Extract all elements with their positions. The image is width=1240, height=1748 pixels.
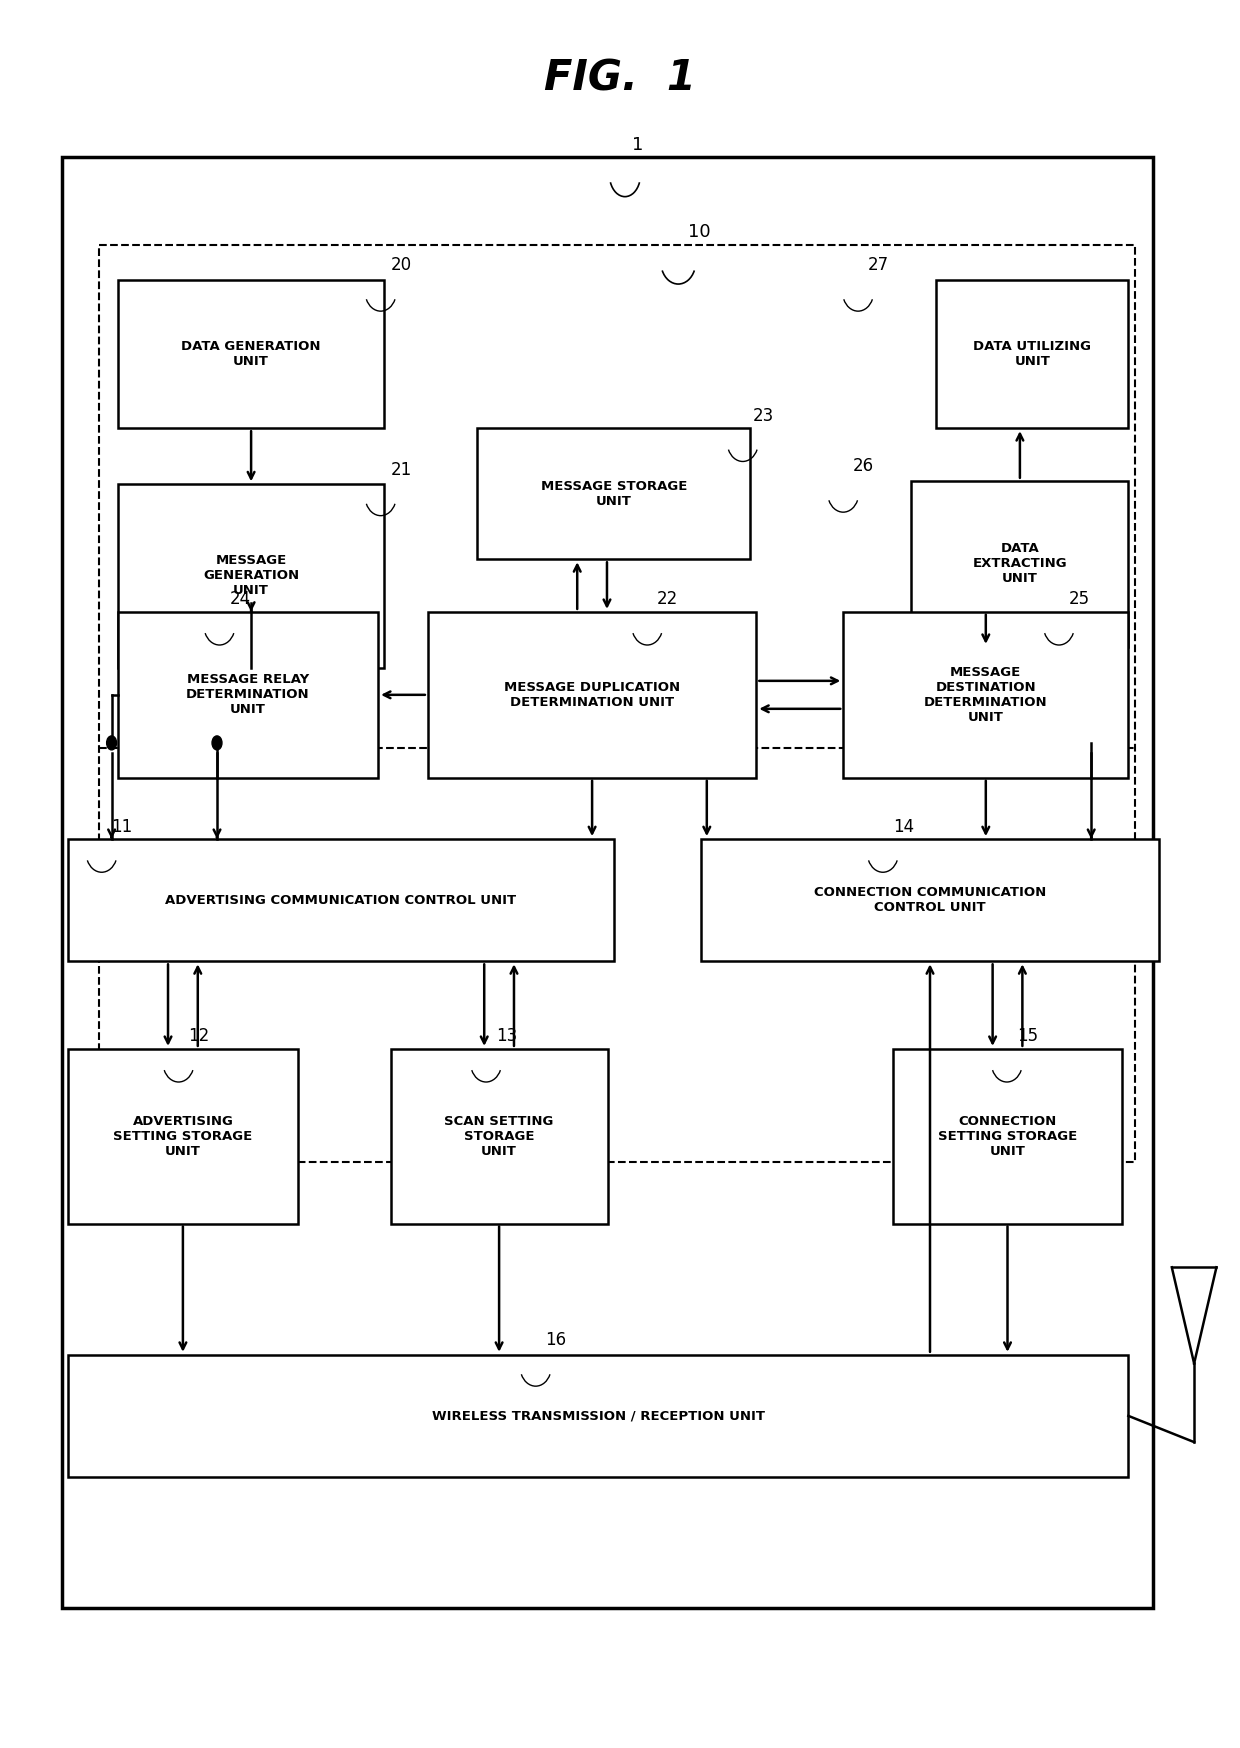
Text: 23: 23 xyxy=(753,407,774,425)
Text: 12: 12 xyxy=(188,1028,210,1045)
Text: MESSAGE RELAY
DETERMINATION
UNIT: MESSAGE RELAY DETERMINATION UNIT xyxy=(186,673,310,717)
Text: DATA
EXTRACTING
UNIT: DATA EXTRACTING UNIT xyxy=(972,542,1068,586)
Text: MESSAGE DUPLICATION
DETERMINATION UNIT: MESSAGE DUPLICATION DETERMINATION UNIT xyxy=(503,680,681,710)
Text: 21: 21 xyxy=(391,461,412,479)
Bar xyxy=(62,157,1153,1608)
Text: DATA GENERATION
UNIT: DATA GENERATION UNIT xyxy=(181,339,321,369)
Text: 16: 16 xyxy=(546,1332,567,1349)
Bar xyxy=(701,839,1159,961)
Text: 27: 27 xyxy=(868,257,889,274)
Bar xyxy=(99,245,1135,1162)
Text: 1: 1 xyxy=(632,136,644,154)
Text: MESSAGE
GENERATION
UNIT: MESSAGE GENERATION UNIT xyxy=(203,554,299,598)
Text: SCAN SETTING
STORAGE
UNIT: SCAN SETTING STORAGE UNIT xyxy=(444,1115,554,1157)
Text: 24: 24 xyxy=(229,591,250,608)
Bar xyxy=(118,484,384,668)
Bar xyxy=(68,1049,298,1224)
Text: 25: 25 xyxy=(1069,591,1090,608)
Text: WIRELESS TRANSMISSION / RECEPTION UNIT: WIRELESS TRANSMISSION / RECEPTION UNIT xyxy=(432,1409,765,1423)
Text: DATA UTILIZING
UNIT: DATA UTILIZING UNIT xyxy=(973,339,1091,369)
Bar xyxy=(68,1355,1128,1477)
Text: 20: 20 xyxy=(391,257,412,274)
Bar xyxy=(911,481,1128,647)
Circle shape xyxy=(212,736,222,750)
Text: ADVERTISING
SETTING STORAGE
UNIT: ADVERTISING SETTING STORAGE UNIT xyxy=(113,1115,253,1157)
Text: ADVERTISING COMMUNICATION CONTROL UNIT: ADVERTISING COMMUNICATION CONTROL UNIT xyxy=(165,893,517,907)
Bar xyxy=(118,280,384,428)
Bar xyxy=(68,839,614,961)
Text: 11: 11 xyxy=(112,818,133,836)
Text: MESSAGE STORAGE
UNIT: MESSAGE STORAGE UNIT xyxy=(541,479,687,509)
Text: 26: 26 xyxy=(853,458,874,475)
Text: 22: 22 xyxy=(657,591,678,608)
Text: CONNECTION COMMUNICATION
CONTROL UNIT: CONNECTION COMMUNICATION CONTROL UNIT xyxy=(813,886,1047,914)
Bar xyxy=(118,612,378,778)
Bar xyxy=(477,428,750,559)
Text: 13: 13 xyxy=(496,1028,517,1045)
Bar xyxy=(843,612,1128,778)
Text: 10: 10 xyxy=(688,224,711,241)
Text: MESSAGE
DESTINATION
DETERMINATION
UNIT: MESSAGE DESTINATION DETERMINATION UNIT xyxy=(924,666,1048,724)
Text: 15: 15 xyxy=(1017,1028,1038,1045)
Bar xyxy=(391,1049,608,1224)
Text: 14: 14 xyxy=(893,818,914,836)
Text: FIG.  1: FIG. 1 xyxy=(544,58,696,100)
Bar xyxy=(428,612,756,778)
Text: CONNECTION
SETTING STORAGE
UNIT: CONNECTION SETTING STORAGE UNIT xyxy=(937,1115,1078,1157)
Bar xyxy=(893,1049,1122,1224)
Circle shape xyxy=(107,736,117,750)
Bar xyxy=(936,280,1128,428)
